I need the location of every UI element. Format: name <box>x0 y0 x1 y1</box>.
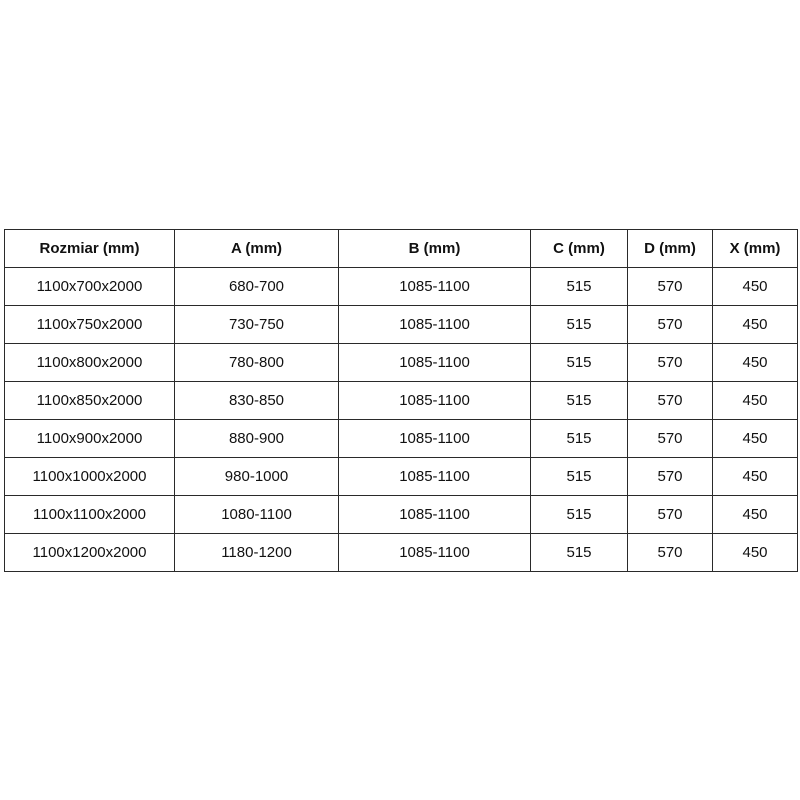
cell-b: 1085-1100 <box>338 495 531 534</box>
table-row: 1100x700x2000 680-700 1085-1100 515 570 450 <box>4 267 798 306</box>
header-b: B (mm) <box>338 229 531 268</box>
cell-size: 1100x900x2000 <box>4 419 175 458</box>
cell-c: 515 <box>530 457 628 496</box>
header-row: Rozmiar (mm) A (mm) B (mm) C (mm) D (mm)… <box>4 229 798 268</box>
cell-c: 515 <box>530 381 628 420</box>
cell-d: 570 <box>627 381 713 420</box>
table-row: 1100x850x2000 830-850 1085-1100 515 570 450 <box>4 381 798 420</box>
cell-x: 450 <box>712 419 798 458</box>
table-row: 1100x1000x2000 980-1000 1085-1100 515 570 450 <box>4 457 798 496</box>
cell-c: 515 <box>530 305 628 344</box>
table-row: 1100x900x2000 880-900 1085-1100 515 570 450 <box>4 419 798 458</box>
cell-a: 1180-1200 <box>174 533 339 572</box>
table-row: 1100x800x2000 780-800 1085-1100 515 570 450 <box>4 343 798 382</box>
header-size: Rozmiar (mm) <box>4 229 175 268</box>
table-row: 1100x750x2000 730-750 1085-1100 515 570 450 <box>4 305 798 344</box>
cell-d: 570 <box>627 419 713 458</box>
cell-b: 1085-1100 <box>338 457 531 496</box>
cell-size: 1100x1000x2000 <box>4 457 175 496</box>
cell-size: 1100x750x2000 <box>4 305 175 344</box>
cell-size: 1100x800x2000 <box>4 343 175 382</box>
cell-a: 830-850 <box>174 381 339 420</box>
table-row: 1100x1100x2000 1080-1100 1085-1100 515 570 45… <box>4 495 798 534</box>
cell-b: 1085-1100 <box>338 533 531 572</box>
cell-c: 515 <box>530 267 628 306</box>
cell-d: 570 <box>627 305 713 344</box>
cell-a: 880-900 <box>174 419 339 458</box>
cell-b: 1085-1100 <box>338 381 531 420</box>
cell-x: 450 <box>712 533 798 572</box>
cell-size: 1100x850x2000 <box>4 381 175 420</box>
cell-size: 1100x700x2000 <box>4 267 175 306</box>
cell-d: 570 <box>627 343 713 382</box>
cell-d: 570 <box>627 495 713 534</box>
cell-a: 1080-1100 <box>174 495 339 534</box>
dimensions-table: Rozmiar (mm) A (mm) B (mm) C (mm) D (mm)… <box>4 229 798 572</box>
cell-c: 515 <box>530 419 628 458</box>
cell-d: 570 <box>627 457 713 496</box>
cell-b: 1085-1100 <box>338 267 531 306</box>
cell-size: 1100x1100x2000 <box>4 495 175 534</box>
table-body: 1100x700x2000 680-700 1085-1100 515 570 450 11… <box>4 267 798 572</box>
cell-c: 515 <box>530 495 628 534</box>
cell-b: 1085-1100 <box>338 343 531 382</box>
cell-c: 515 <box>530 533 628 572</box>
cell-a: 980-1000 <box>174 457 339 496</box>
cell-x: 450 <box>712 343 798 382</box>
cell-x: 450 <box>712 267 798 306</box>
cell-x: 450 <box>712 305 798 344</box>
cell-d: 570 <box>627 533 713 572</box>
header-c: C (mm) <box>530 229 628 268</box>
cell-a: 680-700 <box>174 267 339 306</box>
cell-b: 1085-1100 <box>338 305 531 344</box>
cell-d: 570 <box>627 267 713 306</box>
cell-x: 450 <box>712 495 798 534</box>
table-row: 1100x1200x2000 1180-1200 1085-1100 515 570 45… <box>4 533 798 572</box>
cell-b: 1085-1100 <box>338 419 531 458</box>
cell-c: 515 <box>530 343 628 382</box>
cell-a: 780-800 <box>174 343 339 382</box>
cell-x: 450 <box>712 381 798 420</box>
header-a: A (mm) <box>174 229 339 268</box>
cell-a: 730-750 <box>174 305 339 344</box>
cell-size: 1100x1200x2000 <box>4 533 175 572</box>
header-d: D (mm) <box>627 229 713 268</box>
header-x: X (mm) <box>712 229 798 268</box>
cell-x: 450 <box>712 457 798 496</box>
